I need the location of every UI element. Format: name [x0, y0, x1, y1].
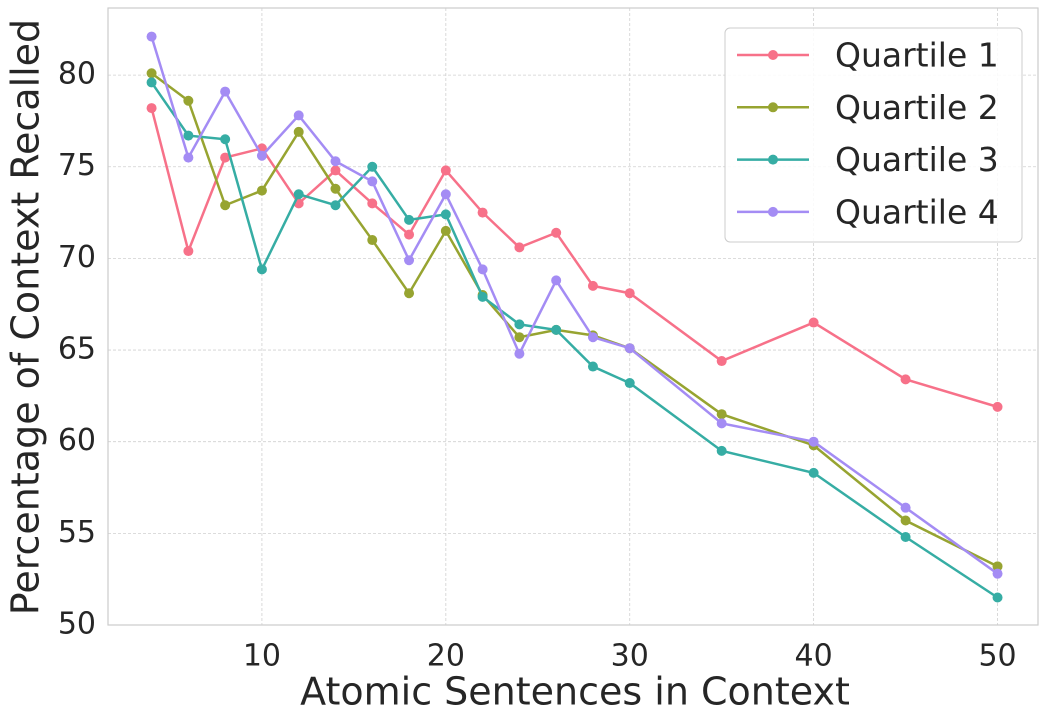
data-point [440, 189, 451, 200]
data-point [220, 152, 231, 163]
data-point [256, 150, 267, 161]
data-point [293, 110, 304, 121]
data-point [514, 332, 525, 343]
series-line [150, 36, 999, 575]
data-point [514, 242, 525, 253]
data-point [367, 198, 378, 209]
data-point [587, 361, 598, 372]
data-point [367, 176, 378, 187]
data-point [146, 77, 157, 88]
data-point [404, 214, 415, 225]
data-point [440, 209, 451, 220]
data-point [900, 515, 911, 526]
data-point [293, 126, 304, 137]
data-point [256, 264, 267, 275]
data-point [514, 348, 525, 359]
legend-label: Quartile 4 [835, 192, 999, 231]
data-point [624, 343, 635, 354]
data-point [716, 445, 727, 456]
data-point [992, 561, 1003, 572]
data-point [220, 134, 231, 145]
data-point [514, 319, 525, 330]
legend-label: Quartile 1 [835, 36, 999, 75]
legend-label: Quartile 3 [835, 140, 999, 179]
data-point [477, 207, 488, 218]
data-point [624, 288, 635, 299]
y-tick-label: 50 [58, 607, 96, 642]
data-point [330, 156, 341, 167]
data-point [220, 86, 231, 97]
data-point [716, 418, 727, 429]
series-line [150, 72, 999, 568]
data-point [808, 317, 819, 328]
data-point [183, 152, 194, 163]
legend-marker [768, 206, 778, 217]
series-line [150, 81, 999, 599]
data-point [900, 532, 911, 543]
x-tick-label: 10 [243, 639, 281, 674]
data-point [900, 502, 911, 513]
data-point [992, 401, 1003, 412]
data-point [808, 436, 819, 447]
x-tick-label: 40 [795, 639, 833, 674]
x-tick-label: 20 [427, 639, 465, 674]
data-point [367, 161, 378, 172]
y-tick-label: 55 [58, 515, 96, 550]
data-point [716, 409, 727, 420]
data-point [330, 200, 341, 211]
series-line [150, 107, 998, 409]
plot-frame [107, 7, 1039, 626]
data-point [624, 378, 635, 389]
y-tick-label: 80 [58, 57, 96, 92]
y-tick-label: 75 [58, 148, 96, 183]
data-point [330, 183, 341, 194]
legend-marker [768, 154, 778, 165]
data-point [808, 467, 819, 478]
x-axis-label: Atomic Sentences in Context [300, 670, 850, 714]
data-point [440, 165, 451, 176]
data-point [992, 592, 1003, 603]
data-point [183, 95, 194, 106]
data-point [900, 374, 911, 385]
data-point [587, 280, 598, 291]
data-point [293, 189, 304, 200]
data-point [367, 235, 378, 246]
data-point [551, 227, 562, 238]
data-point [440, 225, 451, 236]
data-point [404, 229, 415, 240]
data-point [146, 68, 157, 79]
data-point [146, 103, 157, 114]
y-tick-label: 70 [58, 240, 96, 275]
y-tick-label: 65 [58, 332, 96, 367]
data-point [256, 185, 267, 196]
legend-label: Quartile 2 [835, 88, 999, 127]
x-tick-label: 30 [611, 639, 649, 674]
data-point [330, 165, 341, 176]
legend-marker [768, 50, 778, 60]
data-point [477, 291, 488, 302]
data-point [551, 275, 562, 286]
data-point [992, 568, 1003, 579]
data-point [404, 288, 415, 299]
data-point [404, 255, 415, 266]
legend-box [724, 27, 1023, 243]
data-point [183, 246, 194, 257]
data-point [551, 324, 562, 335]
data-point [716, 356, 727, 367]
data-point [220, 200, 231, 211]
data-point [146, 31, 157, 42]
data-point [477, 264, 488, 275]
data-point [183, 130, 194, 141]
data-point [587, 332, 598, 343]
legend-marker [768, 102, 778, 113]
y-axis-label: Percentage of Context Recalled [4, 19, 48, 615]
x-tick-label: 50 [978, 639, 1016, 674]
y-tick-label: 60 [58, 423, 96, 458]
